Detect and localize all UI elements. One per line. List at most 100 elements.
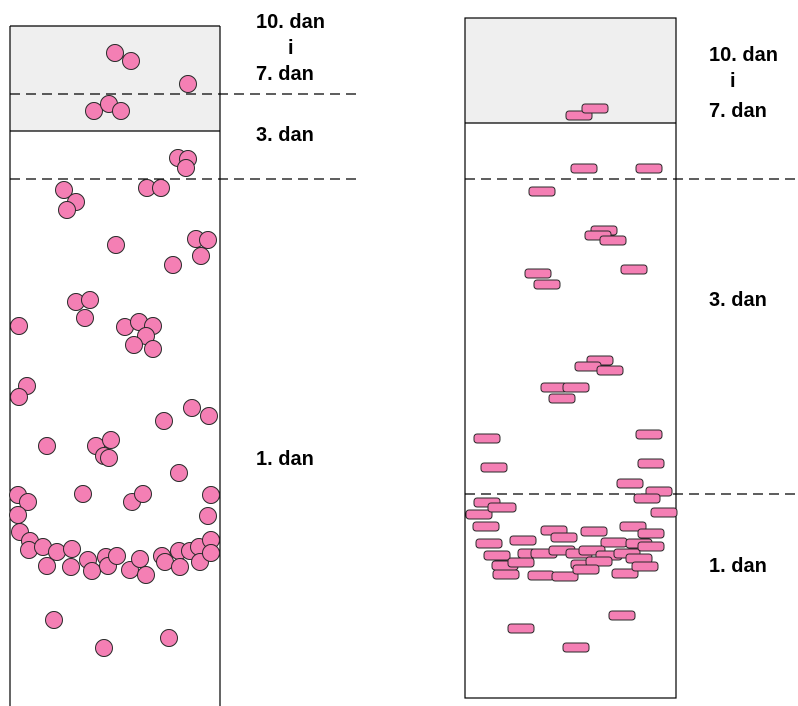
- disc-particle: [608, 610, 636, 621]
- right-top-band: [465, 18, 676, 123]
- disc-particle: [562, 382, 590, 393]
- right-label-i: i: [730, 70, 736, 92]
- sphere-particle: [76, 309, 94, 327]
- sphere-particle: [62, 558, 80, 576]
- sphere-particle: [95, 639, 113, 657]
- disc-particle: [620, 264, 648, 275]
- right-label-3-dan: 3. dan: [709, 289, 767, 311]
- sphere-particle: [125, 336, 143, 354]
- sphere-particle: [122, 52, 140, 70]
- sphere-particle: [55, 181, 73, 199]
- disc-particle: [637, 528, 665, 539]
- sphere-particle: [19, 493, 37, 511]
- sphere-particle: [199, 231, 217, 249]
- disc-particle: [631, 561, 659, 572]
- disc-particle: [570, 163, 598, 174]
- sphere-particle: [74, 485, 92, 503]
- sphere-particle: [137, 566, 155, 584]
- disc-particle: [483, 550, 511, 561]
- sphere-particle: [112, 102, 130, 120]
- sphere-particle: [177, 159, 195, 177]
- sphere-particle: [38, 557, 56, 575]
- sphere-particle: [81, 291, 99, 309]
- right-disc-particles: [465, 103, 678, 653]
- sphere-particle: [170, 464, 188, 482]
- right-label-10-dan: 10. dan: [709, 44, 778, 66]
- sphere-particle: [102, 431, 120, 449]
- sphere-particle: [202, 486, 220, 504]
- sphere-particle: [131, 550, 149, 568]
- disc-particle: [551, 571, 579, 582]
- disc-particle: [616, 478, 644, 489]
- disc-particle: [572, 564, 600, 575]
- disc-particle: [580, 526, 608, 537]
- disc-particle: [633, 493, 661, 504]
- right-panel: 10. dan i 7. dan 3. dan 1. dan: [464, 17, 798, 699]
- disc-particle: [596, 365, 624, 376]
- disc-particle: [562, 642, 590, 653]
- disc-particle: [528, 186, 556, 197]
- disc-particle: [637, 458, 665, 469]
- disc-particle: [480, 462, 508, 473]
- left-label-10-dan: 10. dan: [256, 11, 325, 33]
- sphere-particle: [106, 44, 124, 62]
- disc-particle: [599, 235, 627, 246]
- sphere-particle: [179, 75, 197, 93]
- sphere-particle: [107, 236, 125, 254]
- sphere-particle: [160, 629, 178, 647]
- disc-particle: [533, 279, 561, 290]
- sphere-particle: [171, 558, 189, 576]
- disc-particle: [637, 541, 665, 552]
- disc-particle: [650, 507, 678, 518]
- sphere-particle: [192, 247, 210, 265]
- disc-particle: [507, 557, 535, 568]
- disc-particle: [581, 103, 609, 114]
- sphere-particle: [63, 540, 81, 558]
- sphere-particle: [58, 201, 76, 219]
- sphere-particle: [10, 388, 28, 406]
- sphere-particle: [200, 407, 218, 425]
- sphere-particle: [45, 611, 63, 629]
- disc-particle: [507, 623, 535, 634]
- right-label-7-dan: 7. dan: [709, 100, 767, 122]
- sphere-particle: [199, 507, 217, 525]
- sphere-particle: [108, 547, 126, 565]
- sphere-particle: [164, 256, 182, 274]
- sphere-particle: [183, 399, 201, 417]
- left-label-7-dan: 7. dan: [256, 63, 314, 85]
- disc-particle: [509, 535, 537, 546]
- disc-particle: [548, 393, 576, 404]
- disc-particle: [635, 429, 663, 440]
- sphere-particle: [83, 562, 101, 580]
- sphere-particle: [48, 543, 66, 561]
- left-spherical-particles: [9, 44, 220, 657]
- sphere-particle: [144, 340, 162, 358]
- disc-particle: [550, 532, 578, 543]
- sphere-particle: [202, 544, 220, 562]
- sphere-particle: [155, 412, 173, 430]
- sphere-particle: [152, 179, 170, 197]
- left-label-1-dan: 1. dan: [256, 448, 314, 470]
- left-panel: 10. dan i 7. dan 3. dan 1. dan: [9, 11, 360, 706]
- sphere-particle: [85, 102, 103, 120]
- left-label-i: i: [288, 37, 294, 59]
- sphere-particle: [9, 506, 27, 524]
- disc-particle: [472, 521, 500, 532]
- sphere-particle: [38, 437, 56, 455]
- disc-particle: [527, 570, 555, 581]
- right-label-1-dan: 1. dan: [709, 555, 767, 577]
- disc-particle: [487, 502, 517, 513]
- disc-particle: [611, 568, 639, 579]
- disc-particle: [524, 268, 552, 279]
- disc-particle: [492, 569, 520, 580]
- sphere-particle: [10, 317, 28, 335]
- disc-particle: [473, 433, 501, 444]
- sphere-particle: [156, 553, 174, 571]
- right-tube: [464, 17, 677, 699]
- disc-particle: [600, 537, 628, 548]
- sphere-particle: [134, 485, 152, 503]
- left-label-3-dan: 3. dan: [256, 124, 314, 146]
- disc-particle: [475, 538, 503, 549]
- sphere-particle: [100, 449, 118, 467]
